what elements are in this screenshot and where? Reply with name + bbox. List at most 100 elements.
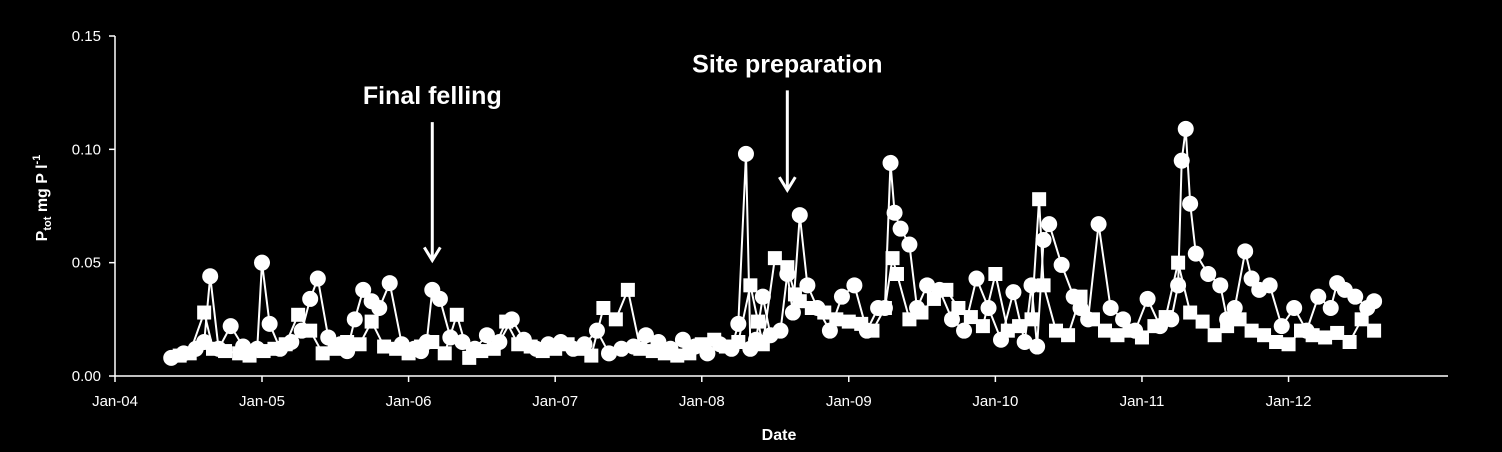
data-point (454, 334, 471, 350)
annotation-arrow-head (778, 176, 797, 193)
data-point (885, 251, 900, 266)
x-axis-title: Date (762, 427, 797, 444)
data-point (686, 338, 703, 355)
x-tick-label: Jan-06 (386, 393, 432, 410)
data-point (1032, 192, 1047, 207)
data-point (821, 322, 838, 339)
data-point (1366, 293, 1383, 310)
data-point (1072, 300, 1089, 316)
data-point (503, 311, 520, 328)
data-point (320, 329, 337, 346)
data-point (261, 315, 278, 332)
data-point (197, 305, 212, 320)
data-point (846, 277, 863, 294)
data-point (1281, 337, 1296, 352)
data-point (876, 300, 893, 316)
axes (114, 36, 1448, 377)
data-point (799, 277, 816, 294)
data-point (919, 277, 936, 294)
data-point (1102, 300, 1119, 316)
data-point (980, 300, 997, 316)
data-point (779, 266, 796, 282)
data-point (491, 334, 508, 350)
data-point (355, 281, 372, 298)
x-ticks: Jan-04 Jan-05 Jan-06 Jan-07 Jan-08 Jan-09 Jan-… (92, 376, 1311, 410)
data-point (1200, 266, 1217, 282)
y-axis-title-sup: -1 (31, 155, 43, 165)
data-point (613, 340, 630, 357)
data-point (1207, 328, 1222, 343)
data-point (1061, 328, 1076, 343)
x-tick-label: Jan-10 (972, 393, 1018, 410)
data-point (437, 346, 452, 361)
data-point (302, 290, 319, 307)
data-point (210, 340, 227, 357)
data-point (196, 334, 213, 350)
data-point (968, 270, 985, 287)
data-point (988, 267, 1003, 281)
data-point (431, 290, 448, 307)
data-point (1257, 328, 1272, 343)
series-group (163, 120, 1383, 366)
data-point (293, 322, 310, 339)
data-point (352, 337, 367, 352)
data-point (1177, 120, 1194, 137)
data-point (315, 346, 330, 361)
data-point (1219, 311, 1236, 328)
data-point (371, 300, 388, 316)
data-point (393, 336, 410, 353)
data-point (1029, 338, 1046, 355)
annotation: Site preparation (692, 50, 882, 193)
data-point (833, 288, 850, 305)
data-point (1023, 277, 1040, 294)
data-point (674, 331, 691, 348)
x-tick-label: Jan-08 (679, 393, 725, 410)
x-tick-label: Jan-09 (826, 393, 872, 410)
data-point (552, 334, 569, 350)
data-point (699, 345, 716, 362)
data-point (730, 315, 747, 332)
data-point (1310, 288, 1327, 305)
series-2 (163, 120, 1383, 366)
data-point (466, 340, 483, 357)
data-point (478, 327, 495, 344)
data-point (737, 145, 754, 162)
data-point (1053, 256, 1070, 273)
data-point (1187, 245, 1204, 262)
x-tick-label: Jan-12 (1266, 393, 1312, 410)
data-point (902, 312, 917, 327)
data-point (418, 334, 435, 350)
annotation-arrow-head (423, 246, 442, 264)
data-point (346, 311, 363, 328)
x-tick-label: Jan-11 (1120, 393, 1165, 410)
data-point (992, 331, 1009, 348)
data-point (620, 282, 635, 297)
data-point (637, 327, 654, 344)
data-point (956, 322, 973, 339)
data-point (975, 319, 990, 334)
data-point (1049, 323, 1064, 338)
data-point (901, 236, 918, 253)
data-point (1182, 195, 1199, 212)
data-point (792, 294, 807, 309)
data-point (841, 314, 856, 329)
data-point (291, 307, 306, 322)
data-point (283, 334, 300, 350)
data-point (1226, 300, 1243, 316)
data-point (377, 339, 392, 354)
y-axis-title: Ptot mg P l-1 (31, 155, 54, 242)
data-point (754, 288, 771, 305)
y-tick-label: 0.10 (72, 141, 101, 158)
data-point (235, 338, 252, 355)
data-point (931, 281, 948, 298)
data-point (1342, 335, 1357, 349)
x-tick-label: Jan-05 (239, 393, 285, 410)
data-point (747, 331, 764, 348)
data-point (309, 270, 326, 287)
data-point (723, 340, 740, 357)
data-point (601, 345, 618, 362)
data-point (1273, 318, 1290, 335)
data-point (1127, 322, 1144, 339)
data-point (1269, 335, 1284, 349)
